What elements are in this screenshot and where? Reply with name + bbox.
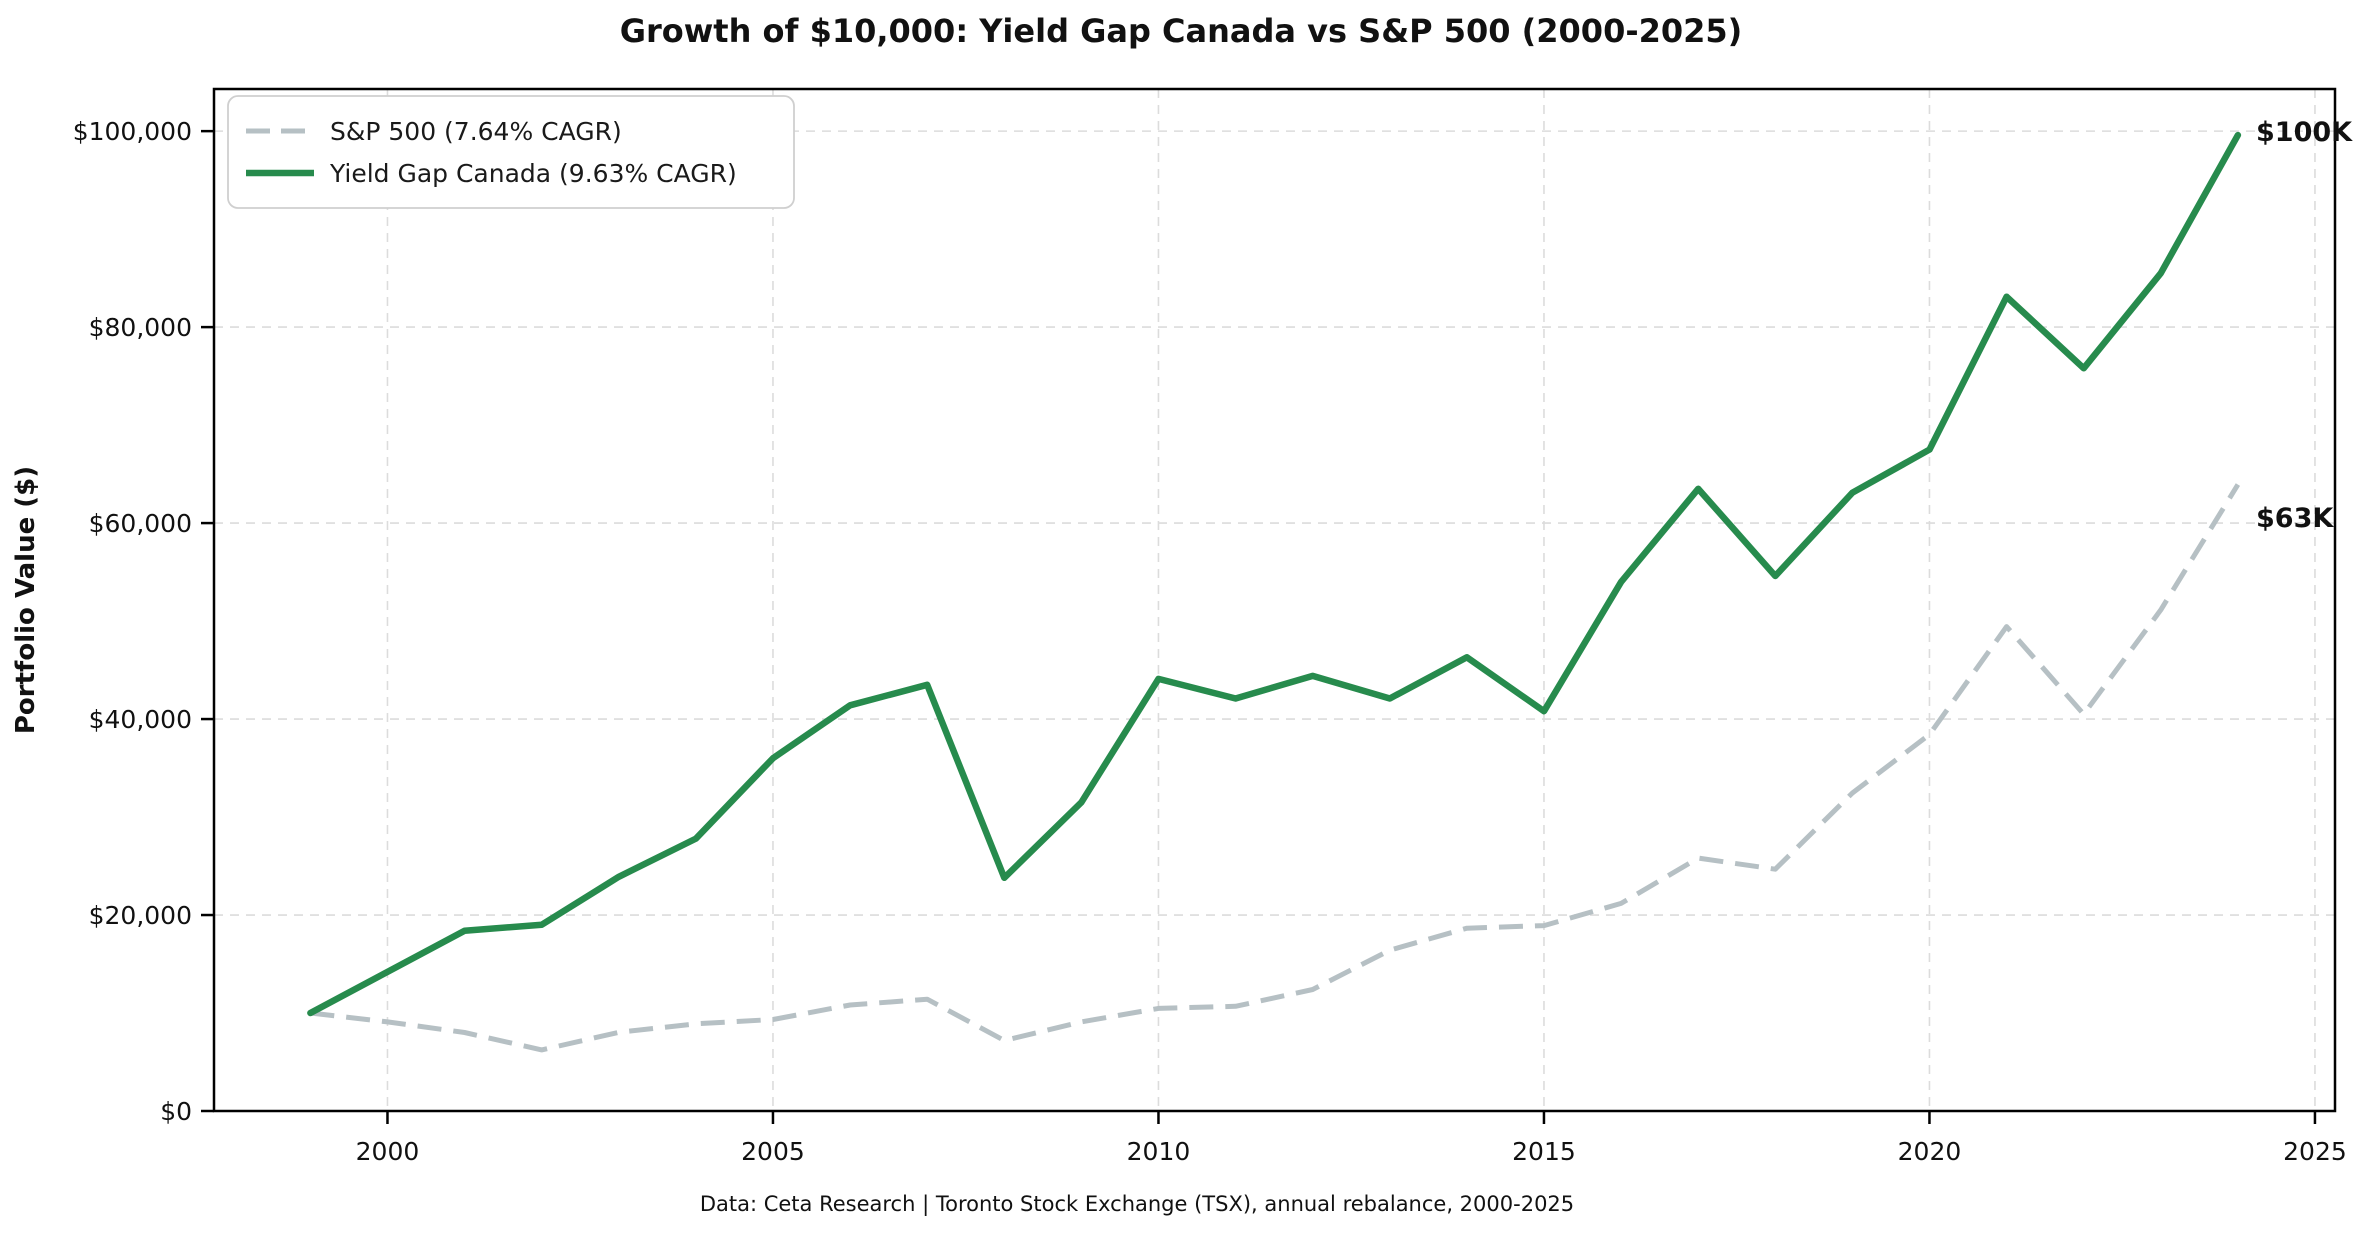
x-tick-label: 2010	[1127, 1137, 1191, 1166]
x-tick-label: 2020	[1898, 1137, 1962, 1166]
tick-labels-group: 2000 2005 2010 2015 2020 2025 $0 $20,000 $40,000…	[73, 117, 2347, 1166]
series-line-yield-gap-canada	[307, 131, 2242, 1017]
y-tick-label: $0	[160, 1097, 192, 1126]
x-tick-label: 2025	[2283, 1137, 2347, 1166]
y-tick-label: $40,000	[89, 705, 192, 734]
chart-title: Growth of $10,000: Yield Gap Canada vs S…	[620, 12, 1743, 50]
footer-source-text: Data: Ceta Research | Toronto Stock Exch…	[700, 1192, 1574, 1217]
legend-box: S&P 500 (7.64% CAGR) Yield Gap Canada (9…	[227, 95, 795, 209]
x-tick-label: 2005	[741, 1137, 805, 1166]
y-tick-label: $20,000	[89, 901, 192, 930]
plot-border-spines	[212, 87, 2337, 1113]
legend-label-yield-gap: Yield Gap Canada (9.63% CAGR)	[329, 159, 737, 188]
ticks-group	[201, 129, 2317, 1124]
annotation-100k: $100K	[2256, 117, 2353, 148]
annotation-63k: $63K	[2256, 503, 2334, 534]
gridlines-group	[214, 89, 2335, 1111]
series-group	[307, 131, 2242, 1053]
y-tick-label: $100,000	[73, 117, 192, 146]
x-tick-label: 2015	[1512, 1137, 1576, 1166]
series-line-sp500	[310, 483, 2241, 1053]
legend-label-sp500: S&P 500 (7.64% CAGR)	[330, 117, 622, 146]
legend-frame	[227, 95, 795, 209]
y-tick-label: $80,000	[89, 313, 192, 342]
y-axis-label: Portfolio Value ($)	[11, 466, 41, 734]
x-tick-label: 2000	[356, 1137, 420, 1166]
y-tick-label: $60,000	[89, 509, 192, 538]
